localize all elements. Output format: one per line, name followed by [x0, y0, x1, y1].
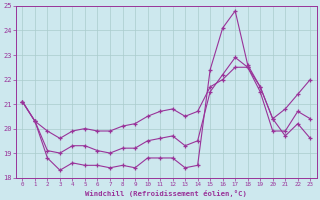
- X-axis label: Windchill (Refroidissement éolien,°C): Windchill (Refroidissement éolien,°C): [85, 190, 247, 197]
